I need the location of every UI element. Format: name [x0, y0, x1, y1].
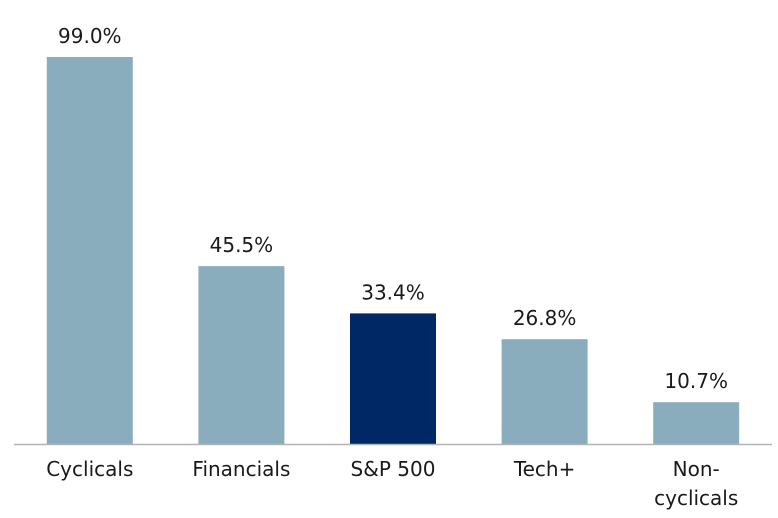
value-label-s-p-500: 33.4%	[361, 280, 425, 304]
value-label-cyclicals: 99.0%	[58, 24, 122, 48]
bars-group	[46, 57, 740, 444]
tick-label-tech: Tech+	[513, 457, 576, 481]
bar-financials	[198, 266, 285, 444]
tick-label-non-cyclicals: Non-cyclicals	[654, 457, 738, 510]
bar-tech	[501, 339, 588, 444]
bar-non-cyclicals	[653, 402, 740, 444]
x-tick-labels-group: Cyclicals Financials S&P 500 Tech+ Non-cycli…	[46, 457, 738, 510]
value-label-tech: 26.8%	[513, 306, 577, 330]
value-labels-group: 99.0% 45.5% 33.4% 26.8% 10.7%	[58, 24, 728, 393]
value-label-financials: 45.5%	[210, 233, 274, 257]
bar-s-p-500	[350, 313, 436, 444]
bar-cyclicals	[46, 57, 133, 444]
tick-label-s-p-500: S&P 500	[351, 457, 436, 481]
value-label-non-cyclicals: 10.7%	[664, 369, 728, 393]
tick-label-cyclicals: Cyclicals	[46, 457, 133, 481]
tick-label-financials: Financials	[192, 457, 290, 481]
